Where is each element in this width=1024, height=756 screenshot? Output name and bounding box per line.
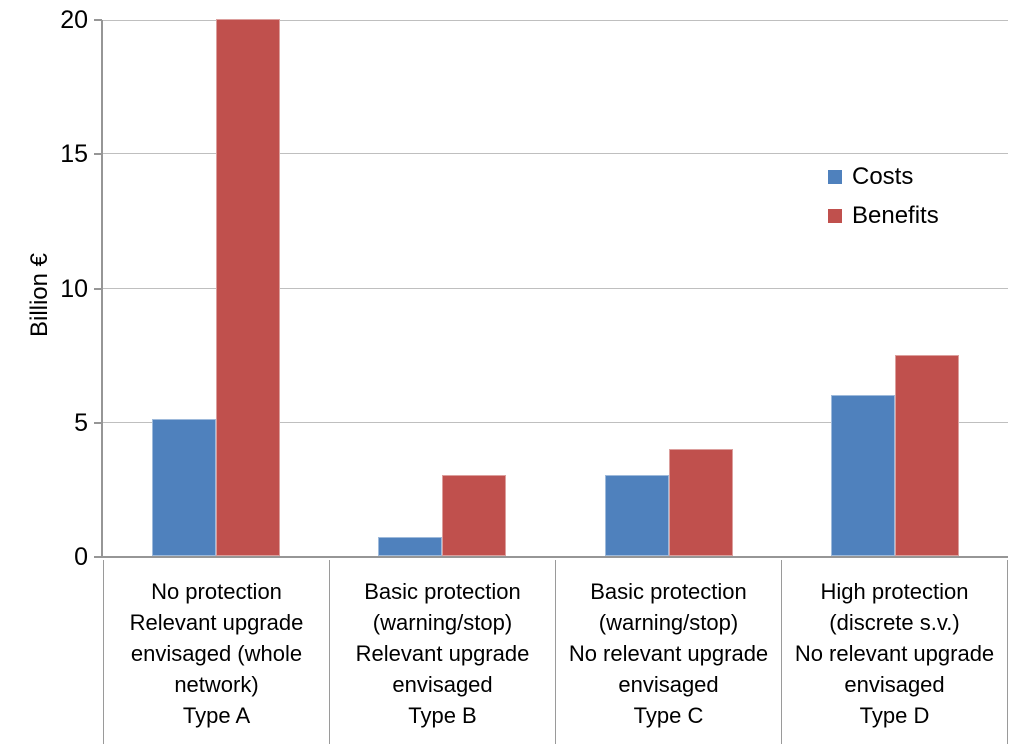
- y-tick-label: 15: [60, 140, 88, 169]
- bar-costs-4: [830, 394, 895, 556]
- bar-costs-1: [152, 419, 217, 556]
- category-label-type-b: Basic protection (warning/stop) Relevant u…: [329, 560, 555, 744]
- category-label-line: No protection: [151, 579, 282, 604]
- gridline-5: [103, 421, 1008, 423]
- bar-benefits-4: [894, 354, 959, 556]
- category-label-line: High protection: [820, 579, 969, 604]
- category-label-line: envisaged (whole: [130, 641, 303, 666]
- y-tick-mark: [94, 19, 102, 21]
- legend-swatch-benefits: [828, 209, 842, 223]
- legend: Costs Benefits: [828, 163, 939, 241]
- category-label-type-c: Basic protection (warning/stop) No relevan…: [555, 560, 781, 744]
- category-label-line: Type A: [182, 703, 251, 728]
- legend-swatch-costs: [828, 170, 842, 184]
- gridline-15: [103, 153, 1008, 155]
- category-label-line: Type D: [859, 703, 930, 728]
- category-label-type-d: High protection (discrete s.v.) No relevan…: [781, 560, 1008, 744]
- category-label-line: No relevant upgrade: [568, 641, 769, 666]
- bar-benefits-3: [668, 448, 733, 556]
- category-label-line: Type C: [633, 703, 704, 728]
- category-label-line: Basic protection: [364, 579, 521, 604]
- category-label-line: (warning/stop): [598, 610, 739, 635]
- bar-costs-2: [378, 537, 443, 556]
- bar-benefits-2: [442, 475, 507, 556]
- plot-area: [101, 19, 1008, 558]
- category-label-line: Relevant upgrade: [355, 641, 530, 666]
- y-tick-label: 0: [74, 543, 88, 571]
- legend-entry-benefits: Benefits: [828, 202, 939, 230]
- y-tick-mark: [94, 287, 102, 290]
- x-axis-labels: No protection Relevant upgrade envisaged (…: [103, 560, 1008, 744]
- legend-label: Benefits: [852, 202, 939, 229]
- gridline-20: [103, 20, 1008, 21]
- bar-costs-3: [604, 475, 669, 556]
- category-label-line: (discrete s.v.): [829, 610, 960, 635]
- y-tick-label: 20: [60, 6, 88, 34]
- y-tick-label: 5: [74, 408, 88, 437]
- category-label-line: No relevant upgrade: [794, 641, 995, 666]
- y-tick-mark: [94, 421, 102, 424]
- y-tick-mark: [94, 153, 102, 156]
- category-label-line: Basic protection: [590, 579, 747, 604]
- y-tick-mark: [94, 556, 102, 558]
- category-label-line: Relevant upgrade: [129, 610, 304, 635]
- category-label-line: envisaged: [618, 672, 719, 697]
- category-label-line: network): [174, 672, 259, 697]
- category-label-line: (warning/stop): [372, 610, 513, 635]
- category-label-line: envisaged: [844, 672, 945, 697]
- category-label-line: Type B: [408, 703, 477, 728]
- category-label-type-a: No protection Relevant upgrade envisaged (…: [103, 560, 329, 744]
- gridline-10: [103, 287, 1008, 289]
- y-tick-label: 10: [60, 274, 88, 303]
- legend-entry-costs: Costs: [828, 163, 939, 191]
- legend-label: Costs: [852, 163, 914, 190]
- bar-benefits-1: [216, 19, 281, 556]
- category-label-line: envisaged: [392, 672, 493, 697]
- x-axis-line: [101, 556, 1008, 558]
- y-axis-line: [101, 20, 103, 557]
